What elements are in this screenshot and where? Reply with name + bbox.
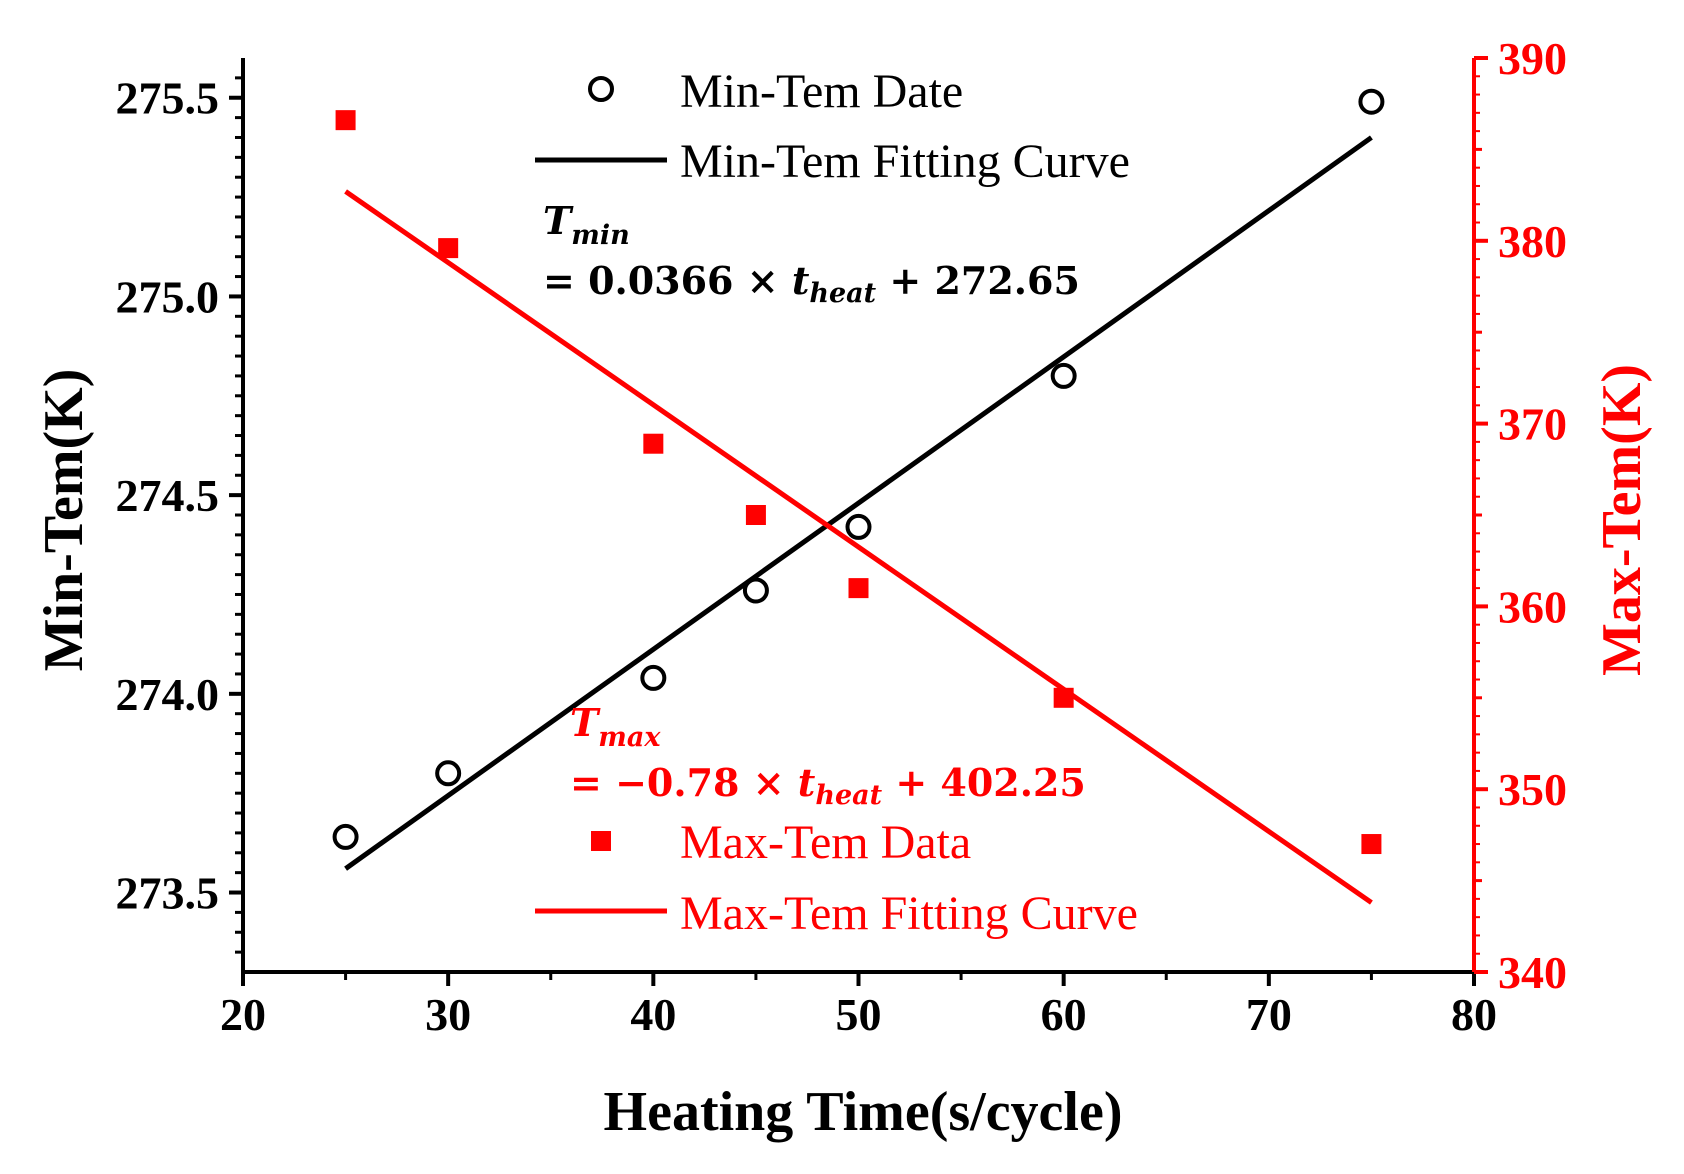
y2-tick-label: 360 <box>1498 581 1567 632</box>
x-tick-label: 20 <box>220 989 266 1040</box>
max-data-point <box>335 110 356 131</box>
x-tick-label: 40 <box>630 989 676 1040</box>
min-data-point <box>640 664 667 691</box>
x-tick-label: 70 <box>1246 989 1292 1040</box>
x-tick-label: 50 <box>836 989 882 1040</box>
min-data-point <box>435 760 462 787</box>
min-data-point <box>845 513 872 540</box>
max-data-point <box>745 505 766 525</box>
y-tick-label: 275.0 <box>116 271 220 322</box>
tick-labels: 20 30 40 50 60 70 80 273.5 274.0 274.5 275.0 275.5 3… <box>116 33 1568 1040</box>
max-data-point <box>643 433 664 454</box>
legend-max-data-label: Max-Tem Data <box>680 816 971 869</box>
max-eq-lhs: Tmax <box>570 700 661 753</box>
y2-tick-label: 380 <box>1498 216 1567 267</box>
legend-min-data-label: Min-Tem Date <box>680 65 963 118</box>
y2-tick-label: 390 <box>1498 33 1567 84</box>
max-data-point <box>438 238 459 259</box>
legend-max-fit-label: Max-Tem Fitting Curve <box>680 887 1138 940</box>
y2-axis-title: Max-Tem(K) <box>1591 364 1653 676</box>
x-tick-label: 30 <box>425 989 471 1040</box>
max-fit-equation: Tmax = −0.78 × theat + 402.25 <box>570 700 1086 811</box>
legend-min-fit-label: Min-Tem Fitting Curve <box>680 135 1130 188</box>
y-tick-label: 274.0 <box>116 669 220 720</box>
min-data-point <box>332 823 359 850</box>
min-fit-line <box>344 135 1373 871</box>
min-eq-rhs: = 0.0366 × theat + 272.65 <box>543 258 1080 309</box>
min-data-point <box>1050 362 1077 389</box>
min-data-point <box>1358 88 1385 115</box>
max-data-point <box>848 578 869 599</box>
y-tick-label: 274.5 <box>116 470 220 521</box>
max-data-point <box>1361 834 1382 855</box>
x-axis-title: Heating Time(s/cycle) <box>604 1081 1123 1143</box>
x-tick-label: 80 <box>1451 989 1497 1040</box>
y-axis-title: Min-Tem(K) <box>33 369 95 672</box>
y2-tick-label: 340 <box>1498 947 1567 998</box>
legend-min-data-marker <box>588 76 614 102</box>
min-fit-equation: Tmin = 0.0366 × theat + 272.65 <box>543 198 1080 309</box>
data-series <box>332 88 1385 905</box>
y2-tick-label: 350 <box>1498 764 1567 815</box>
y2-tick-label: 370 <box>1498 399 1567 450</box>
max-fit-line <box>344 189 1373 905</box>
legend: Min-Tem Date Min-Tem Fitting Curve Max-T… <box>535 65 1138 940</box>
y-tick-label: 273.5 <box>116 868 220 919</box>
x-tick-label: 60 <box>1041 989 1087 1040</box>
max-eq-rhs: = −0.78 × theat + 402.25 <box>570 760 1086 811</box>
legend-max-data-marker <box>591 831 611 851</box>
min-eq-lhs: Tmin <box>543 198 630 251</box>
min-data-point <box>742 577 769 604</box>
y-tick-label: 275.5 <box>116 73 220 124</box>
axis-ticks <box>229 56 1488 986</box>
